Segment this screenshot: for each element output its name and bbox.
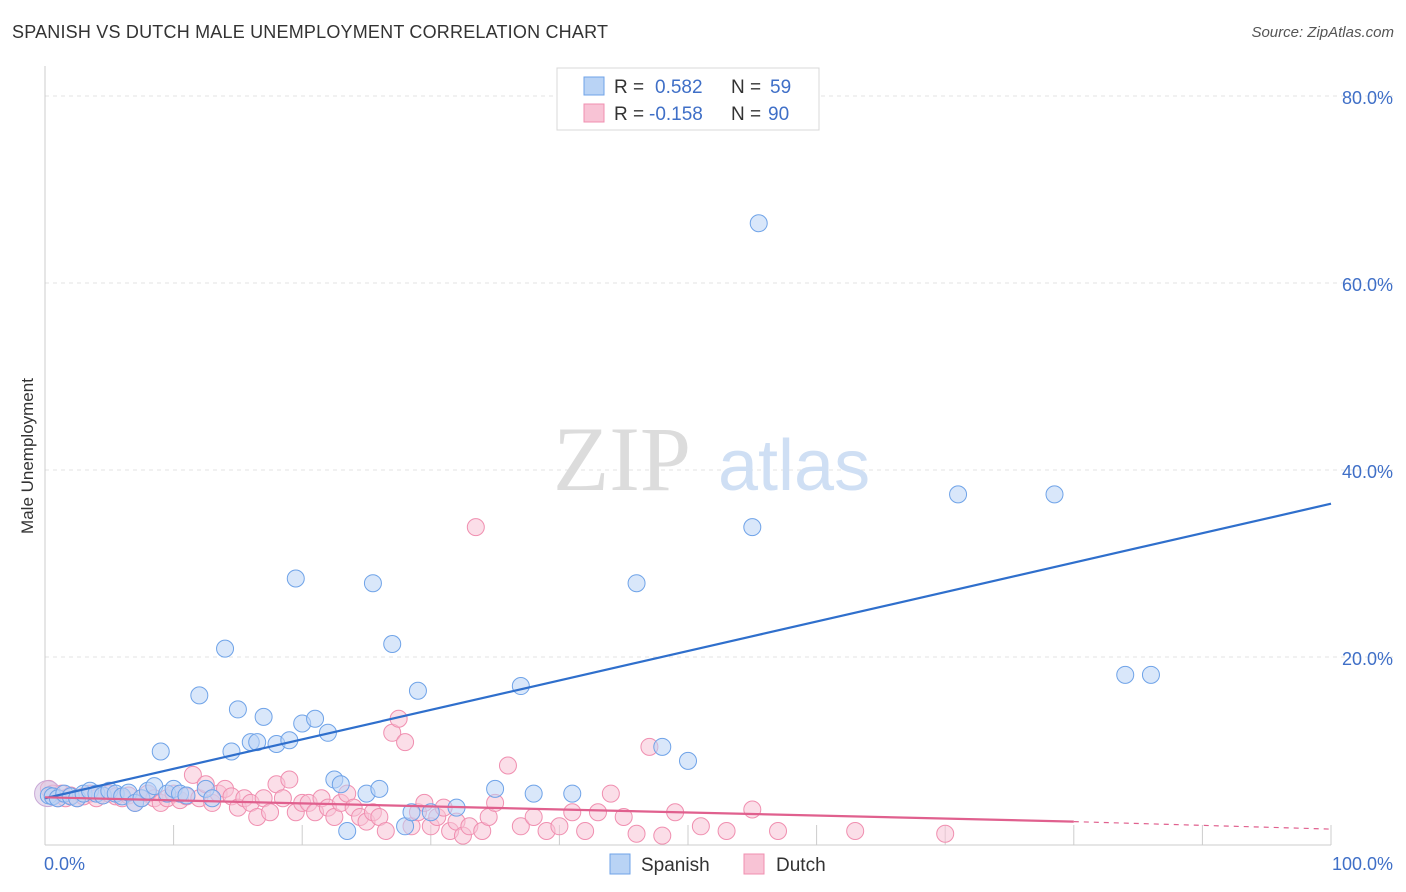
watermark: ZIP atlas: [553, 408, 870, 510]
spanish-point: [511, 677, 530, 696]
spanish-point: [402, 803, 421, 822]
spanish-point: [1141, 665, 1160, 684]
watermark-atlas: atlas: [718, 426, 870, 506]
chart-source: Source: ZipAtlas.com: [1251, 24, 1394, 41]
dutch-point: [563, 803, 582, 822]
legend-r-value-dutch: -0.158: [649, 104, 703, 125]
dutch-point: [273, 789, 292, 808]
dutch-point: [376, 821, 395, 840]
dutch-point: [614, 807, 633, 826]
dutch-point: [846, 821, 865, 840]
spanish-point: [1045, 485, 1064, 504]
spanish-point: [653, 737, 672, 756]
spanish-point: [331, 775, 350, 794]
spanish-point: [306, 709, 325, 728]
spanish-point: [203, 789, 222, 808]
dutch-point: [396, 733, 415, 752]
y-tick-label: 40.0%: [1342, 462, 1393, 482]
dutch-point: [261, 803, 280, 822]
spanish-point: [151, 742, 170, 761]
legend-n-value-spanish: 59: [770, 77, 791, 98]
dutch-point: [717, 821, 736, 840]
dutch-point: [524, 807, 543, 826]
watermark-zip: ZIP: [553, 408, 691, 510]
series-legend-swatch-spanish[interactable]: [609, 853, 631, 875]
dutch-point: [576, 821, 595, 840]
spanish-point: [421, 803, 440, 822]
dutch-point: [691, 817, 710, 836]
spanish-point: [370, 779, 389, 798]
dutch-point: [601, 784, 620, 803]
dutch-trend-extension: [1073, 821, 1332, 830]
x-tick-label: 100.0%: [1332, 854, 1393, 874]
spanish-point: [563, 784, 582, 803]
spanish-point: [254, 707, 273, 726]
grid-lines: [45, 95, 1393, 658]
spanish-trend-line: [44, 502, 1332, 800]
spanish-point: [190, 686, 209, 705]
spanish-point: [408, 681, 427, 700]
spanish-point: [743, 518, 762, 537]
legend-r-label-spanish: R =: [614, 77, 644, 98]
correlation-legend: R = 0.582 N = 59 R = -0.158 N = 90: [556, 67, 820, 131]
dutch-point: [280, 770, 299, 789]
dutch-point: [588, 803, 607, 822]
x-tick-labels: 0.0% 100.0%: [44, 854, 1393, 874]
dutch-point: [653, 826, 672, 845]
legend-r-label-dutch: R =: [614, 104, 644, 125]
legend-n-label-spanish: N =: [731, 77, 761, 98]
y-tick-label: 20.0%: [1342, 649, 1393, 669]
y-tick-label: 60.0%: [1342, 275, 1393, 295]
spanish-point: [228, 700, 247, 719]
dutch-point: [511, 817, 530, 836]
spanish-point: [286, 569, 305, 588]
spanish-point: [338, 821, 357, 840]
dutch-point: [466, 518, 485, 537]
dutch-point: [936, 824, 955, 843]
legend-n-label-dutch: N =: [731, 104, 761, 125]
y-tick-label: 80.0%: [1342, 88, 1393, 108]
dutch-point: [743, 800, 762, 819]
spanish-point: [524, 784, 543, 803]
chart-title: SPANISH VS DUTCH MALE UNEMPLOYMENT CORRE…: [12, 22, 609, 42]
spanish-point: [1116, 665, 1135, 684]
y-tick-labels: 20.0% 40.0% 60.0% 80.0%: [1342, 88, 1393, 669]
x-tick-label: 0.0%: [44, 854, 85, 874]
dutch-point: [550, 817, 569, 836]
series-legend-label-dutch[interactable]: Dutch: [776, 855, 826, 876]
legend-r-value-spanish: 0.582: [655, 77, 703, 98]
trend-lines: [44, 502, 1332, 830]
legend-swatch-dutch: [583, 103, 605, 123]
legend-n-value-dutch: 90: [768, 104, 789, 125]
y-axis-title: Male Unemployment: [18, 378, 37, 534]
spanish-point: [216, 639, 235, 658]
dutch-trend-line: [44, 796, 1074, 823]
spanish-point: [383, 634, 402, 653]
dutch-point: [183, 765, 202, 784]
spanish-point: [363, 574, 382, 593]
dutch-point: [627, 824, 646, 843]
series-legend-label-spanish[interactable]: Spanish: [641, 855, 710, 876]
spanish-point: [627, 574, 646, 593]
spanish-points: [39, 214, 1160, 840]
series-legend-swatch-dutch[interactable]: [743, 853, 765, 875]
spanish-point: [486, 779, 505, 798]
series-legend: Spanish Dutch: [609, 853, 826, 876]
spanish-point: [949, 485, 968, 504]
dutch-point: [769, 821, 788, 840]
legend-swatch-spanish: [583, 76, 605, 96]
spanish-point: [679, 751, 697, 770]
spanish-point: [749, 214, 768, 233]
dutch-point: [498, 756, 517, 775]
